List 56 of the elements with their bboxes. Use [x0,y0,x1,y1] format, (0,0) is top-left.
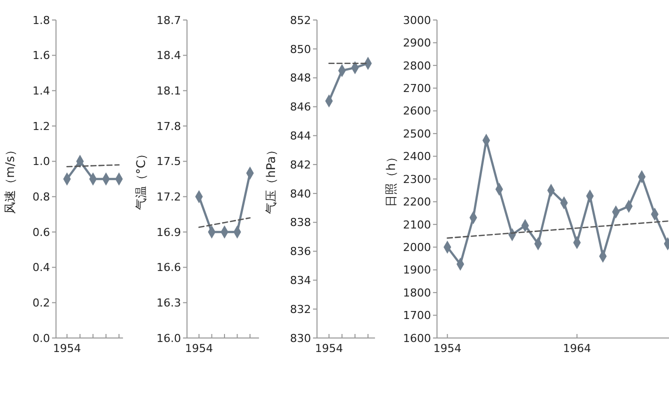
y-tick-label: 1900 [403,264,431,277]
y-tick-label: 848 [290,72,311,85]
y-axis-title: 风速（m/s） [3,144,17,214]
y-tick-label: 2700 [403,82,431,95]
x-tick-label: 1954 [315,342,343,355]
y-tick-label: 842 [290,158,311,172]
y-tick-label: 1700 [403,309,431,322]
y-tick-label: 834 [290,274,311,288]
x-tick-label: 1964 [562,342,591,355]
x-tick-label: 1954 [185,342,213,355]
y-tick-label: 2000 [403,240,431,254]
y-tick-label: 16.6 [156,261,181,274]
y-tick-label: 1.4 [32,84,50,98]
y-tick-label: 2400 [403,150,431,164]
y-tick-label: 2800 [403,59,431,72]
y-tick-label: 1600 [403,332,431,345]
y-tick-label: 17.5 [156,155,181,168]
x-tick-label: 1954 [433,342,462,355]
y-tick-label: 840 [290,187,311,200]
y-tick-label: 0.0 [32,332,50,345]
y-tick-label: 18.1 [156,84,181,98]
y-tick-label: 0.6 [32,226,50,239]
y-tick-label: 16.0 [156,332,181,345]
y-tick-label: 2900 [403,36,431,50]
x-tick-label: 1954 [53,342,81,355]
y-tick-label: 846 [290,100,311,114]
y-axis-title: 气压（hPa） [264,144,278,214]
y-tick-label: 17.8 [156,120,181,133]
y-tick-label: 832 [290,302,311,316]
y-tick-label: 1.2 [32,120,50,133]
y-tick-label: 2600 [403,104,431,118]
y-axis-title: 气温（°C） [134,148,148,210]
y-tick-label: 2100 [403,218,431,232]
y-tick-label: 1.6 [32,49,50,62]
y-tick-label: 0.4 [32,261,50,274]
y-tick-label: 17.2 [156,190,181,204]
y-tick-label: 830 [290,332,311,345]
y-tick-label: 838 [290,216,311,230]
y-tick-label: 1.0 [32,155,50,168]
y-tick-label: 0.2 [32,296,50,310]
y-tick-label: 852 [290,14,311,27]
y-tick-label: 2300 [403,172,431,186]
y-tick-label: 16.9 [156,226,181,239]
y-tick-label: 850 [290,42,311,56]
y-tick-label: 0.8 [32,190,50,204]
y-tick-label: 18.7 [156,14,181,27]
y-tick-label: 2500 [403,127,431,140]
y-axis-title: 日照（h） [384,151,398,207]
y-tick-label: 1.8 [32,14,50,27]
y-tick-label: 16.3 [156,296,181,310]
y-tick-label: 1800 [403,286,431,300]
y-tick-label: 844 [290,129,311,142]
y-tick-label: 2200 [403,196,431,209]
y-tick-label: 3000 [403,14,431,27]
y-tick-label: 836 [290,245,311,258]
y-tick-label: 18.4 [156,49,181,62]
